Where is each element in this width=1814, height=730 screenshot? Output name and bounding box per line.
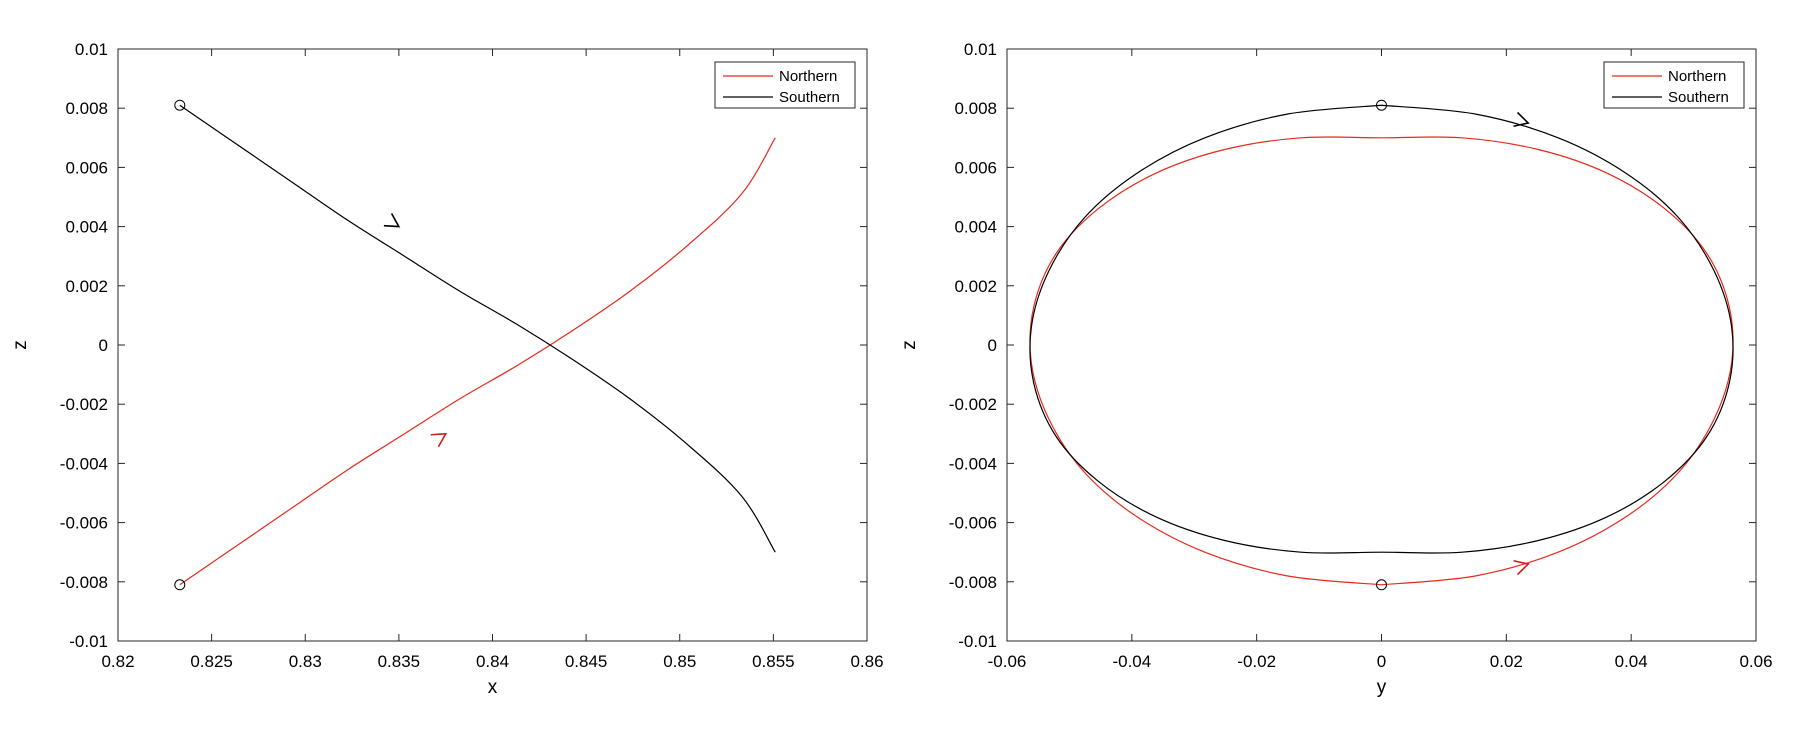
x-tick-label: 0.845 — [565, 652, 608, 671]
legend-label: Northern — [1668, 68, 1726, 85]
y-axis-label: z — [899, 340, 920, 350]
y-tick-label: 0.01 — [75, 40, 108, 59]
legend: Northern Southern — [1603, 61, 1745, 109]
x-axis-label: x — [488, 677, 498, 698]
x-tick-label: 0.835 — [378, 652, 421, 671]
legend-label: Northern — [779, 68, 837, 85]
x-tick-label: 0.85 — [663, 652, 696, 671]
chart-y-z: -0.06 -0.04 -0.02 0 0.02 0.04 0.06 -0.01 -0.008 -… — [899, 40, 1773, 698]
y-tick-label: 0.006 — [954, 158, 997, 177]
y-tick-label: 0.002 — [65, 277, 108, 296]
y-tick-label: -0.004 — [60, 454, 108, 473]
y-tick-label: 0 — [988, 336, 997, 355]
legend-box — [714, 61, 856, 109]
x-tick-label: 0.83 — [289, 652, 322, 671]
series-line-southern — [179, 104, 776, 553]
x-tick-label: 0.82 — [101, 652, 134, 671]
x-tick-label: 0 — [1377, 652, 1386, 671]
y-tick-label: -0.002 — [60, 395, 108, 414]
x-tick-label: 0.84 — [476, 652, 509, 671]
start-marker — [174, 579, 186, 591]
x-tick-label: -0.06 — [988, 652, 1027, 671]
legend-label: Southern — [779, 89, 840, 106]
y-tick-label: -0.004 — [949, 454, 997, 473]
y-tick-label: -0.002 — [949, 395, 997, 414]
direction-arrow — [1513, 111, 1530, 128]
y-tick-label: -0.01 — [958, 632, 997, 651]
direction-arrow — [430, 432, 448, 448]
y-tick-label: -0.006 — [949, 514, 997, 533]
chart-x-z: 0.82 0.825 0.83 0.835 0.84 0.845 0.85 0.855 0.86… — [10, 40, 884, 698]
axes-box — [117, 48, 868, 642]
y-tick-label: -0.006 — [60, 514, 108, 533]
x-tick-label: -0.04 — [1112, 652, 1151, 671]
y-tick-label: 0.006 — [65, 158, 108, 177]
y-tick-label: 0 — [99, 336, 108, 355]
series-line-southern — [1029, 104, 1734, 554]
y-tick-label: 0.004 — [954, 218, 997, 237]
y-tick-label: 0.002 — [954, 277, 997, 296]
x-axis-label: y — [1377, 677, 1387, 698]
y-tick-label: 0.004 — [65, 218, 108, 237]
x-tick-label: 0.04 — [1615, 652, 1648, 671]
legend-label: Southern — [1668, 89, 1729, 106]
y-axis-label: z — [10, 340, 31, 350]
x-tick-label: 0.06 — [1739, 652, 1772, 671]
y-tick-label: -0.01 — [69, 632, 108, 651]
y-tick-label: -0.008 — [949, 573, 997, 592]
x-tick-label: 0.855 — [752, 652, 795, 671]
x-tick-label: 0.825 — [190, 652, 233, 671]
start-marker — [174, 99, 186, 111]
start-marker — [1376, 99, 1387, 111]
y-tick-label: 0.008 — [65, 99, 108, 118]
series-line-northern — [1029, 136, 1734, 586]
direction-arrow — [383, 213, 401, 228]
legend-box — [1603, 61, 1745, 109]
direction-arrow — [1513, 559, 1530, 576]
series-line-northern — [179, 137, 776, 586]
legend: Northern Southern — [714, 61, 856, 109]
x-tick-label: 0.02 — [1490, 652, 1523, 671]
y-tick-label: -0.008 — [60, 573, 108, 592]
x-tick-label: 0.86 — [850, 652, 883, 671]
x-tick-label: -0.02 — [1237, 652, 1276, 671]
start-marker — [1376, 579, 1387, 591]
y-tick-label: 0.01 — [964, 40, 997, 59]
y-tick-label: 0.008 — [954, 99, 997, 118]
